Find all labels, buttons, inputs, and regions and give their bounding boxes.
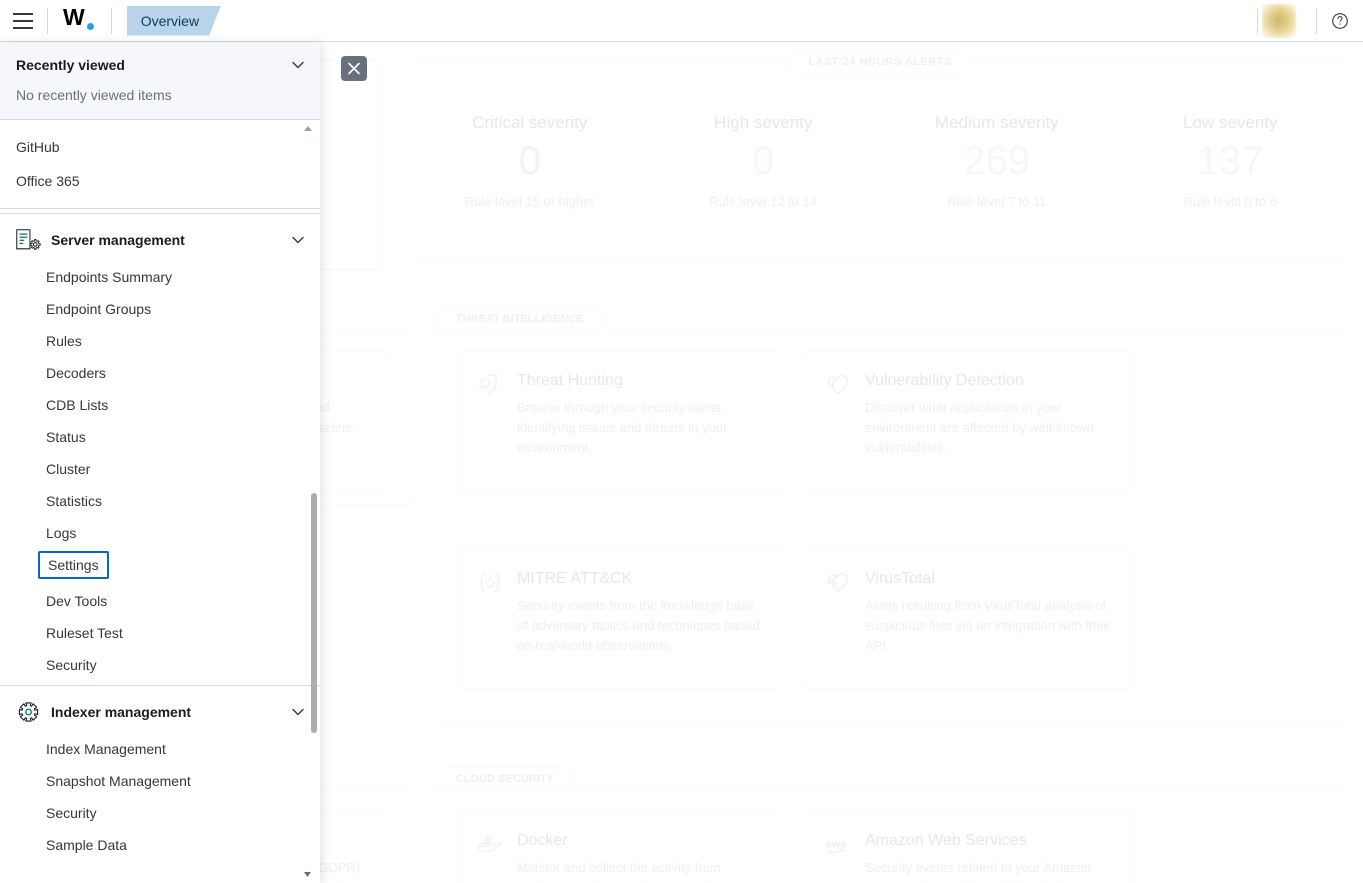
svg-text:aws: aws <box>825 839 846 851</box>
